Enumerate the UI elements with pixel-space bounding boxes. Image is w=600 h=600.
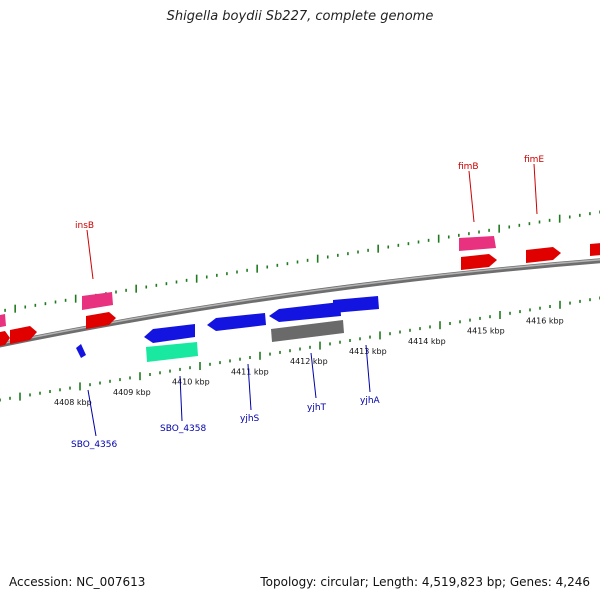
gene-arrow[interactable] [144,324,195,343]
gene-arrow[interactable] [333,296,379,313]
genes-bottom-strand [76,296,379,362]
gene-arrow[interactable] [459,236,496,251]
gene-arrow[interactable] [76,344,86,358]
gene-arrow[interactable] [461,254,497,270]
tick-label: 4414 kbp [408,337,446,346]
gene-arrow[interactable] [146,342,198,362]
gene-arrow[interactable] [271,320,344,342]
tick-label: 4413 kbp [349,347,387,356]
gene-arrow[interactable] [0,331,10,347]
gene-label-yjhs[interactable]: yjhS [240,414,260,424]
gene-arrow[interactable] [269,302,341,322]
tick-label: 4415 kbp [467,327,505,336]
genome-backbone-highlight [0,259,600,345]
gene-label-yjht[interactable]: yjhT [307,403,327,413]
gene-arrow[interactable] [86,312,116,329]
gene-label-sbo-4358[interactable]: SBO_4358 [160,424,206,434]
topology-summary-text: Topology: circular; Length: 4,519,823 bp… [260,575,590,589]
genome-title: Shigella boydii Sb227, complete genome [166,9,434,24]
gene-labels: insB fimB fimE SBO_4356 SBO_4358 yjhS yj… [71,155,544,450]
genes-top-strand [0,236,600,347]
tick-label: 4410 kbp [172,378,210,387]
gene-arrow[interactable] [10,326,37,344]
gene-label-insb[interactable]: insB [75,221,94,231]
gene-arrow[interactable] [207,313,266,331]
gene-label-leaders [86,163,538,437]
gene-arrow[interactable] [82,292,113,310]
gene-label-sbo-4356[interactable]: SBO_4356 [71,440,117,450]
tick-label: 4416 kbp [526,316,564,325]
gene-arrow[interactable] [590,243,600,256]
tick-label: 4411 kbp [231,367,269,376]
gene-label-fimb[interactable]: fimB [458,162,479,172]
tick-track-bottom [0,296,600,402]
gene-arrow[interactable] [526,247,561,263]
gene-arrow[interactable] [0,314,6,328]
tick-label: 4409 kbp [113,388,151,397]
gene-label-fime[interactable]: fimE [524,155,544,165]
tick-labels: 4408 kbp 4409 kbp 4410 kbp 4411 kbp 4412 kbp… [54,316,564,407]
genome-backbone [0,258,600,348]
accession-text: Accession: NC_007613 [9,575,146,589]
tick-label: 4408 kbp [54,398,92,407]
gene-label-yjha[interactable]: yjhA [360,396,381,406]
tick-label: 4412 kbp [290,357,328,366]
